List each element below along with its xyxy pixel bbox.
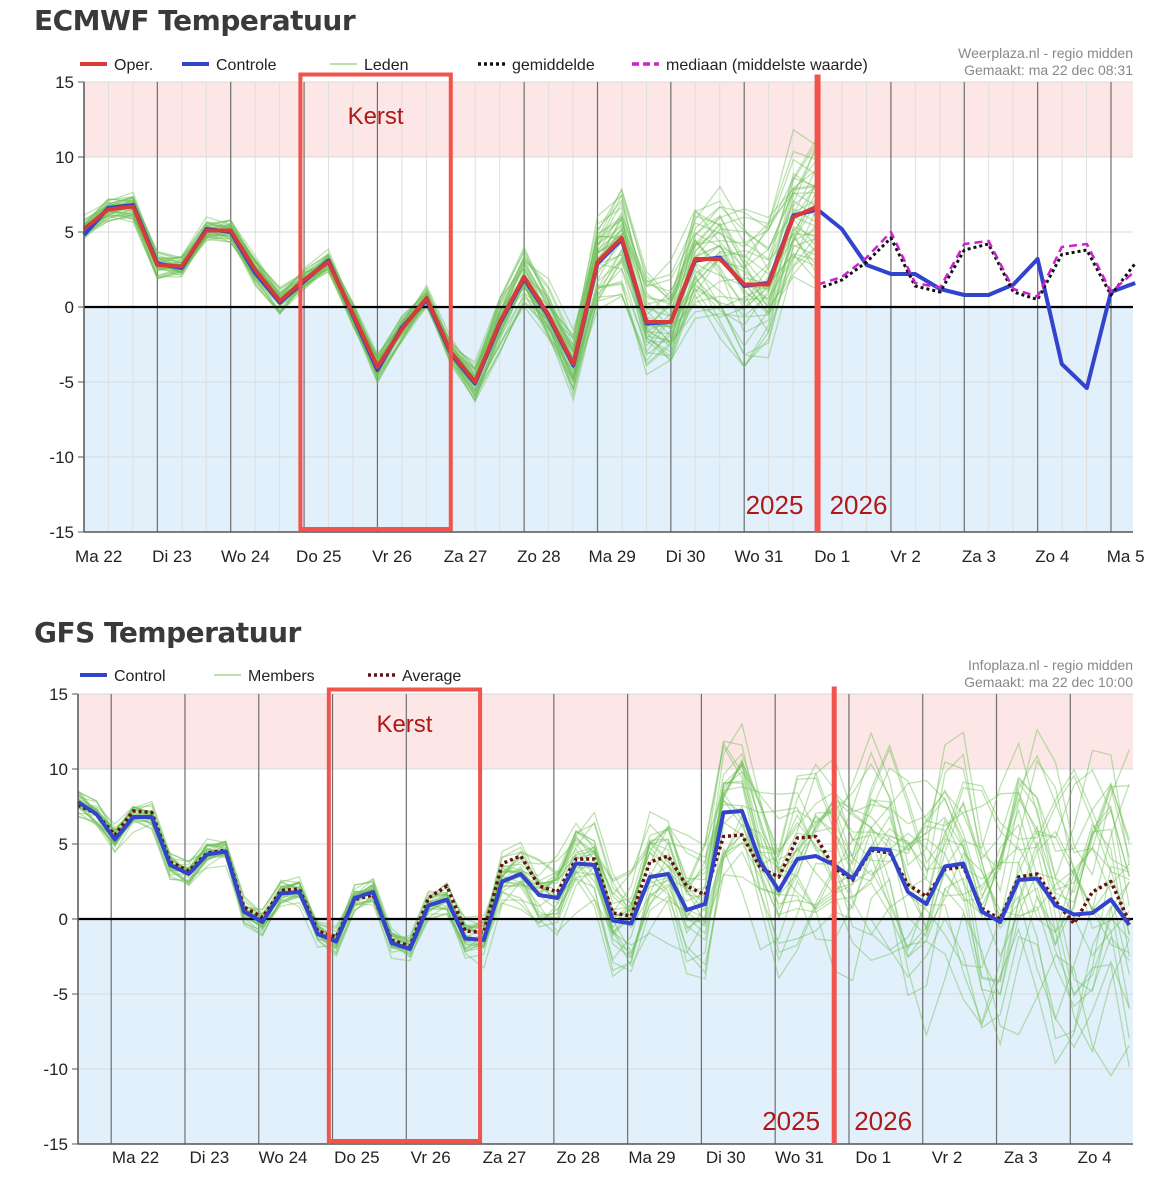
ecmwf-legend-label: gemiddelde xyxy=(512,57,595,74)
ecmwf-y-tick-label: 10 xyxy=(55,148,74,167)
ecmwf-x-tick-label: Wo 24 xyxy=(221,547,270,566)
ecmwf-source-credit: Weerplaza.nl - regio midden xyxy=(958,48,1133,61)
gfs-x-tick-label: Ma 29 xyxy=(628,1148,675,1167)
ecmwf-legend-label: Controle xyxy=(216,57,277,74)
ecmwf-y-tick-label: -10 xyxy=(49,448,74,467)
gfs-chart: 15 10 5 0 -5 -10 -15 Ma 22 Di 23 Wo 24 Do 25 Vr 26 Z… xyxy=(43,660,1133,1167)
gfs-y-tick-label: -5 xyxy=(53,985,68,1004)
gfs-legend-label: Members xyxy=(248,668,315,685)
gfs-member-line xyxy=(77,740,1130,949)
ecmwf-x-tick-label: Za 3 xyxy=(962,547,996,566)
ecmwf-x-tick-label: Zo 4 xyxy=(1035,547,1069,566)
gfs-member-line xyxy=(77,816,1130,1068)
ecmwf-legend-label: Leden xyxy=(364,57,409,74)
ecmwf-chart-title: ECMWF Temperatuur xyxy=(34,4,356,37)
ecmwf-warm-band xyxy=(84,82,1133,157)
gfs-member-line xyxy=(77,807,1130,1008)
gfs-x-tick-label: Di 30 xyxy=(706,1148,746,1167)
ecmwf-x-tick-label: Di 30 xyxy=(666,547,706,566)
ecmwf-legend-label: mediaan (middelste waarde) xyxy=(666,57,868,74)
ecmwf-cold-band xyxy=(84,307,1133,532)
gfs-x-tick-label: Di 23 xyxy=(189,1148,229,1167)
gfs-x-tick-label: Wo 31 xyxy=(775,1148,824,1167)
gfs-chart-title: GFS Temperatuur xyxy=(34,616,301,649)
ecmwf-series-mediaan xyxy=(817,230,1137,298)
gfs-kerst-highlight xyxy=(326,687,483,1143)
gfs-x-tick-label: Do 1 xyxy=(855,1148,891,1167)
gfs-legend-label: Average xyxy=(402,668,461,685)
gfs-x-tick-label: Wo 24 xyxy=(259,1148,308,1167)
ecmwf-x-tick-label: Wo 31 xyxy=(734,547,783,566)
ecmwf-y-tick-label: 5 xyxy=(65,223,74,242)
ecmwf-x-tick-label: Ma 5 xyxy=(1107,547,1145,566)
gfs-x-tick-label: Za 3 xyxy=(1004,1148,1038,1167)
gfs-member-line xyxy=(77,754,1130,939)
gfs-cold-band xyxy=(78,919,1133,1144)
ecmwf-x-tick-label: Do 1 xyxy=(814,547,850,566)
gfs-kerst-label: Kerst xyxy=(376,711,432,738)
ecmwf-x-tick-label: Vr 26 xyxy=(372,547,412,566)
gfs-member-line xyxy=(77,805,1130,1039)
gfs-y-tick-label: -10 xyxy=(43,1060,68,1079)
gfs-warm-band xyxy=(78,694,1133,769)
gfs-member-line xyxy=(77,811,1130,1049)
gfs-year-label-2026: 2026 xyxy=(854,1106,912,1136)
gfs-y-tick-label: -15 xyxy=(43,1135,68,1154)
gfs-x-tick-label: Za 27 xyxy=(483,1148,526,1167)
ecmwf-kerst-label: Kerst xyxy=(348,103,404,130)
ecmwf-x-tick-label: Zo 28 xyxy=(517,547,560,566)
gfs-member-line xyxy=(77,744,1130,951)
gfs-series-control xyxy=(76,800,1131,951)
gfs-member-line xyxy=(77,741,1130,950)
gfs-y-tick-label: 15 xyxy=(49,685,68,704)
gfs-member-line xyxy=(77,764,1130,957)
gfs-source-credit: Infoplaza.nl - regio midden xyxy=(968,660,1133,673)
ecmwf-x-tick-label: Ma 29 xyxy=(589,547,636,566)
ecmwf-x-tick-label: Di 23 xyxy=(152,547,192,566)
ecmwf-x-tick-label: Ma 22 xyxy=(75,547,122,566)
ecmwf-year-label-2025: 2025 xyxy=(746,490,804,520)
gfs-generated-at: Gemaakt: ma 22 dec 10:00 xyxy=(964,674,1133,690)
gfs-y-tick-label: 10 xyxy=(49,760,68,779)
ecmwf-legend-label: Oper. xyxy=(114,57,153,74)
ecmwf-kerst-highlight xyxy=(298,72,453,531)
ecmwf-generated-at: Gemaakt: ma 22 dec 08:31 xyxy=(964,62,1133,78)
gfs-x-tick-label: Do 25 xyxy=(334,1148,379,1167)
gfs-x-tick-label: Ma 22 xyxy=(112,1148,159,1167)
ecmwf-y-tick-label: -15 xyxy=(49,523,74,542)
gfs-y-tick-label: 5 xyxy=(59,835,68,854)
gfs-member-line xyxy=(77,762,1130,950)
gfs-y-tick-label: 0 xyxy=(59,910,68,929)
ecmwf-y-tick-label: -5 xyxy=(59,373,74,392)
gfs-member-line xyxy=(77,752,1130,943)
gfs-member-line xyxy=(77,813,1130,1040)
gfs-x-tick-label: Zo 4 xyxy=(1078,1148,1112,1167)
gfs-legend-label: Control xyxy=(114,668,166,685)
ecmwf-y-tick-label: 15 xyxy=(55,73,74,92)
ecmwf-x-tick-label: Za 27 xyxy=(444,547,487,566)
gfs-member-line xyxy=(77,727,1130,941)
gfs-x-tick-label: Vr 2 xyxy=(932,1148,963,1167)
ecmwf-x-tick-label: Vr 2 xyxy=(890,547,921,566)
gfs-year-label-2025: 2025 xyxy=(762,1106,820,1136)
gfs-x-tick-label: Vr 26 xyxy=(411,1148,451,1167)
gfs-series-average xyxy=(77,803,1131,948)
gfs-member-line xyxy=(77,750,1130,944)
ecmwf-series-gemiddelde xyxy=(817,236,1137,301)
ecmwf-y-tick-label: 0 xyxy=(65,298,74,317)
gfs-x-tick-label: Zo 28 xyxy=(556,1148,599,1167)
ecmwf-x-tick-label: Do 25 xyxy=(296,547,341,566)
gfs-member-line xyxy=(77,806,1130,996)
gfs-member-line xyxy=(77,793,1130,949)
ecmwf-year-label-2026: 2026 xyxy=(830,490,888,520)
